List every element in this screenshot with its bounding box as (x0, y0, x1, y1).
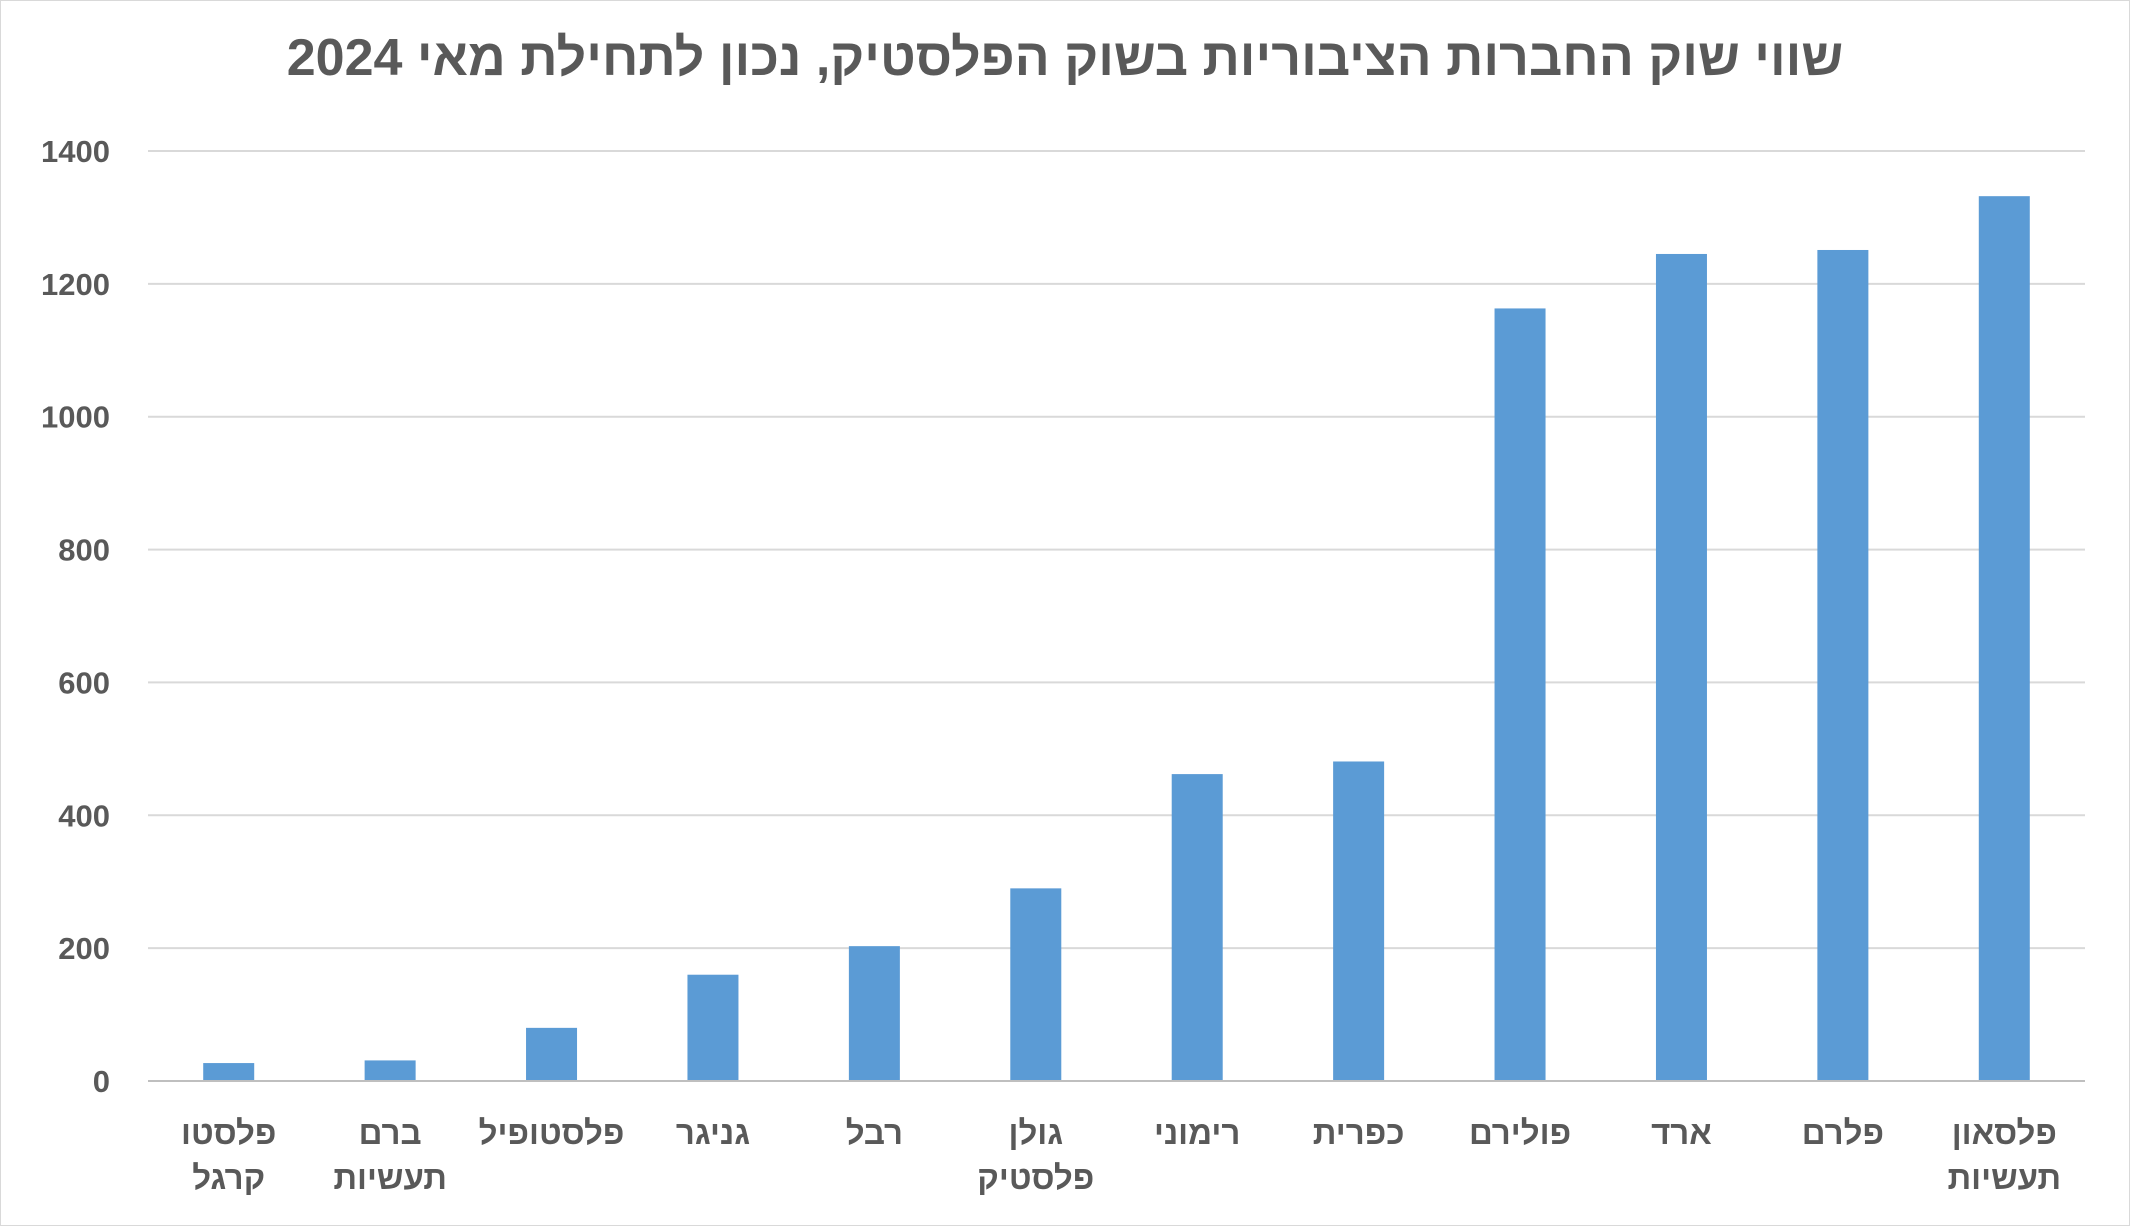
y-tick-label: 600 (58, 665, 110, 700)
y-axis-tick-labels: 0 200 400 600 800 1000 1200 1400 (41, 134, 110, 1099)
x-tick-label: גניגר (676, 1114, 750, 1151)
bar (1333, 761, 1385, 1081)
bar (1494, 308, 1546, 1082)
x-tick-label: ארד (1651, 1114, 1712, 1151)
x-tick-label: פלסטיק (977, 1159, 1094, 1196)
chart-title: שווי שוק החברות הציבוריות בשוק הפלסטיק, … (286, 29, 1844, 87)
x-tick-label: פלסטו (181, 1114, 276, 1151)
bar (364, 1060, 416, 1081)
x-tick-label: כפרית (1313, 1114, 1405, 1151)
bar (526, 1027, 578, 1081)
x-tick-label: ברם (359, 1114, 422, 1151)
gridlines (148, 150, 2085, 950)
x-axis-tick-labels: פלסטו קרגל ברם תעשיות פלסטופיל גניגר רבל גולן פל… (181, 1114, 2061, 1196)
y-tick-label: 1000 (41, 400, 110, 435)
y-tick-label: 1200 (41, 267, 110, 302)
y-tick-label: 0 (93, 1064, 110, 1099)
x-tick-label: קרגל (192, 1159, 265, 1196)
x-tick-label: פלסאון (1952, 1114, 2057, 1151)
x-tick-label: פלרם (1802, 1114, 1884, 1151)
x-tick-label: רימוני (1154, 1114, 1240, 1151)
bar (203, 1063, 255, 1081)
bar (687, 974, 739, 1081)
x-tick-label: רבל (846, 1114, 903, 1151)
x-tick-label: תעשיות (333, 1159, 447, 1196)
x-tick-label: פולירם (1469, 1114, 1571, 1151)
x-tick-label: פלסטופיל (479, 1114, 625, 1151)
bar (1978, 196, 2030, 1081)
y-tick-label: 200 (58, 931, 110, 966)
bar (1655, 253, 1707, 1081)
x-tick-label: גולן (1008, 1114, 1063, 1151)
bars (203, 196, 2030, 1082)
y-tick-label: 400 (58, 798, 110, 833)
x-tick-label: תעשיות (1947, 1159, 2061, 1196)
y-tick-label: 1400 (41, 134, 110, 169)
y-tick-label: 800 (58, 533, 110, 568)
bar (848, 946, 900, 1081)
bar (1817, 249, 1869, 1081)
bar (1171, 774, 1223, 1081)
bar (1010, 888, 1062, 1081)
